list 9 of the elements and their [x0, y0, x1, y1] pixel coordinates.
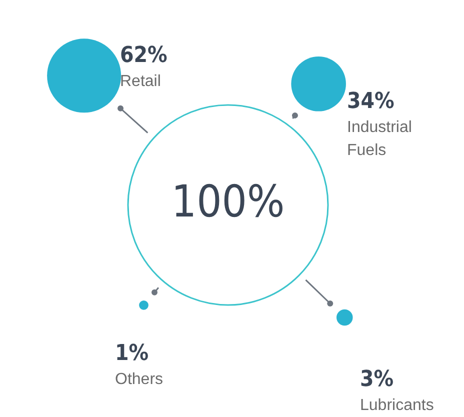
category-label: Industrial Fuels: [347, 119, 412, 159]
data-label: 34%: [347, 89, 395, 114]
text: 100%: [171, 176, 285, 228]
data-label: 62%: [120, 43, 168, 68]
data-label: 3%: [360, 367, 394, 392]
category-label: Others: [115, 371, 164, 388]
category-label: Retail: [120, 73, 161, 90]
category-label: Lubricants: [360, 397, 434, 414]
data-label: 1%: [115, 341, 149, 366]
